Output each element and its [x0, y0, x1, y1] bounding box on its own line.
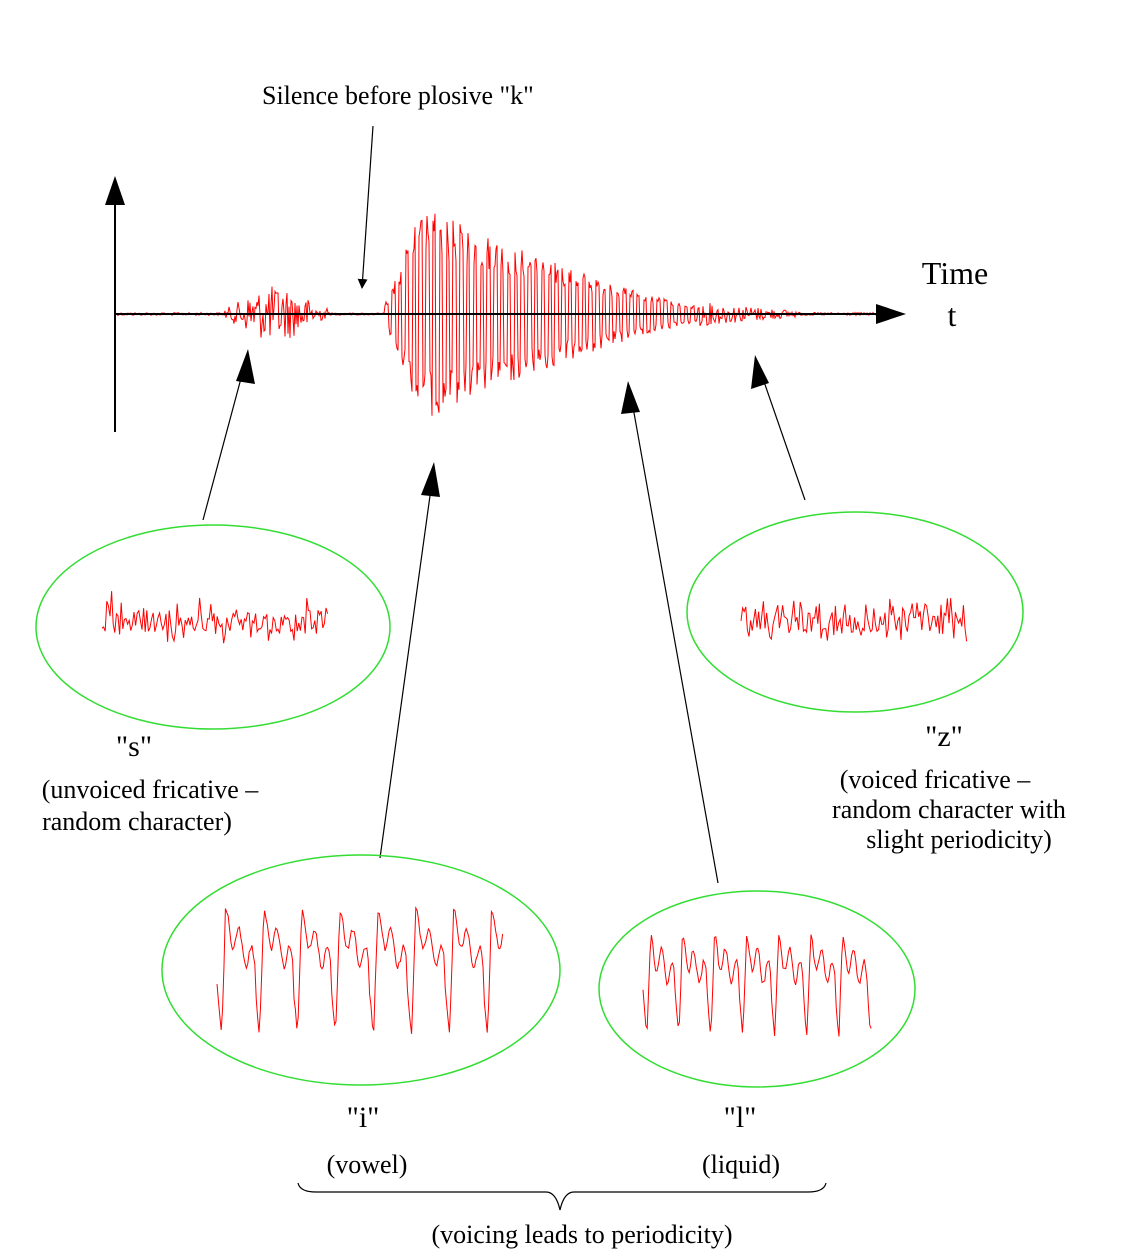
z-pointer-arrow	[760, 372, 806, 501]
z-pointer-arrowhead	[751, 355, 769, 389]
y-axis-arrowhead	[105, 176, 125, 205]
i-pointer-arrowhead	[421, 462, 440, 497]
z-description-line1: (voiced fricative –	[840, 765, 1032, 794]
silence-pointer-arrow	[357, 125, 374, 289]
i-description: (vowel)	[327, 1150, 408, 1179]
silence-label: Silence before plosive "k"	[262, 81, 534, 110]
l-description: (liquid)	[702, 1150, 780, 1179]
time-axis-symbol: t	[948, 297, 957, 333]
z-waveform	[740, 598, 968, 642]
s-zoom-ellipse	[35, 524, 391, 730]
s-description-line1: (unvoiced fricative –	[42, 775, 260, 804]
l-waveform	[642, 934, 872, 1037]
z-zoom-ellipse	[686, 511, 1024, 713]
voicing-brace	[297, 1182, 827, 1211]
s-pointer-arrowhead	[236, 349, 255, 384]
s-pointer-arrow	[202, 355, 248, 521]
s-description-line2: random character)	[42, 807, 232, 836]
s-name-label: "s"	[116, 730, 152, 763]
z-name-label: "z"	[925, 720, 963, 753]
i-pointer-arrow	[379, 473, 434, 859]
s-waveform	[101, 591, 329, 644]
l-pointer-arrow	[630, 395, 719, 884]
l-pointer-arrowhead	[621, 381, 640, 414]
z-description-line3: slight periodicity)	[866, 825, 1052, 854]
i-waveform	[216, 906, 504, 1034]
l-zoom-ellipse	[598, 890, 916, 1088]
time-axis-label: Time	[922, 255, 988, 291]
z-description-line2: random character with	[832, 795, 1066, 824]
time-axis-arrowhead	[876, 304, 906, 324]
l-name-label: "l"	[724, 1101, 757, 1134]
i-name-label: "i"	[347, 1101, 380, 1134]
main-speech-waveform	[114, 213, 879, 416]
i-zoom-ellipse	[161, 854, 561, 1086]
voicing-label: (voicing leads to periodicity)	[431, 1220, 732, 1249]
